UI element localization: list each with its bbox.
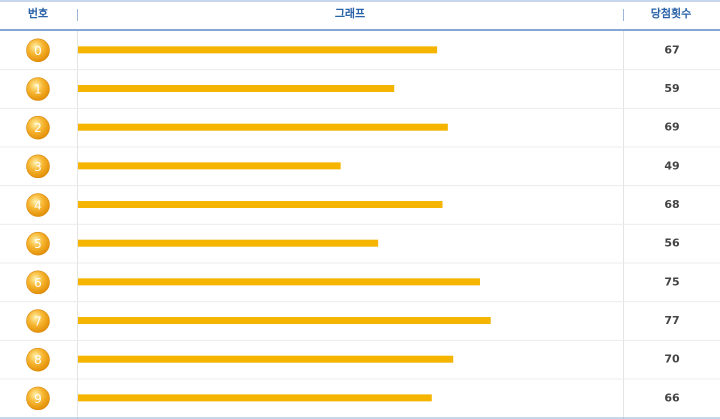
count: 68 <box>664 198 679 211</box>
ball-number: 2 <box>34 121 42 135</box>
number-ball <box>26 38 50 63</box>
header-bg <box>0 0 720 30</box>
bar <box>78 317 491 325</box>
bar <box>78 201 443 209</box>
count: 49 <box>664 159 679 172</box>
bar <box>78 85 395 93</box>
number-ball <box>26 347 50 372</box>
ball-number: 4 <box>34 199 42 213</box>
ball-number: 3 <box>34 160 42 174</box>
ball-number: 5 <box>34 237 42 251</box>
number-ball <box>26 309 50 333</box>
count: 75 <box>664 275 679 288</box>
number-ball <box>26 386 50 411</box>
count: 77 <box>664 314 679 327</box>
ball-number: 7 <box>34 315 42 329</box>
bar <box>78 123 448 131</box>
number-ball <box>26 270 50 295</box>
number-ball <box>26 115 50 140</box>
header-cell: 당첨횟수 <box>651 6 691 20</box>
ball-number: 8 <box>34 353 42 367</box>
bar <box>78 46 438 54</box>
bar <box>78 239 379 247</box>
number-ball <box>26 231 50 256</box>
bar <box>78 394 432 402</box>
ball-number: 9 <box>34 392 42 406</box>
ball-number: 6 <box>34 276 42 290</box>
count: 70 <box>664 353 680 366</box>
number-ball <box>26 193 50 217</box>
number-ball <box>26 77 50 101</box>
number-ball <box>26 154 50 179</box>
header-cell: 그래프 <box>335 6 365 20</box>
ball-number: 1 <box>34 83 42 97</box>
header-cell: 번호 <box>28 6 48 20</box>
count: 66 <box>664 391 680 404</box>
ball-number: 0 <box>34 44 42 58</box>
count: 59 <box>664 82 679 95</box>
count: 67 <box>664 43 679 56</box>
bar <box>78 355 454 363</box>
count: 69 <box>664 121 679 134</box>
bar <box>78 278 480 286</box>
count: 56 <box>664 237 680 250</box>
bar <box>78 162 341 170</box>
